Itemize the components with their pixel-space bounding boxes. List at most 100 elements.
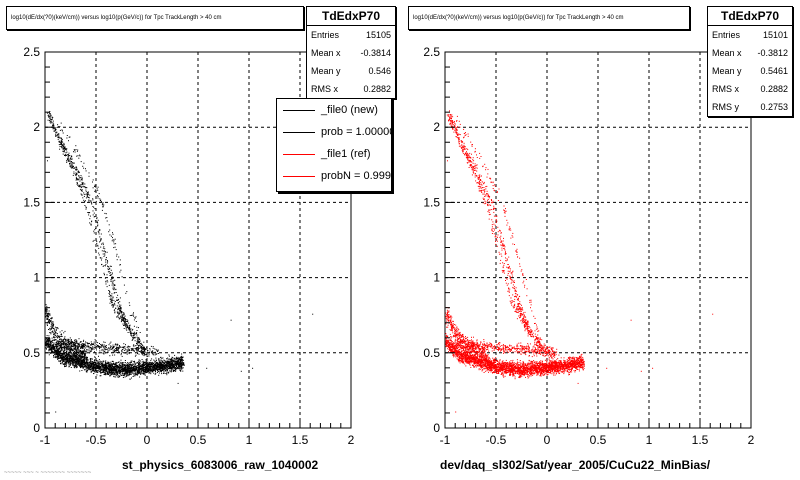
left-data-point bbox=[57, 133, 59, 135]
left-data-point bbox=[121, 365, 123, 367]
left-data-point bbox=[70, 342, 72, 343]
left-data-point bbox=[138, 373, 140, 374]
left-data-point bbox=[99, 363, 101, 365]
left-data-point bbox=[163, 373, 165, 374]
left-data-point bbox=[135, 364, 137, 366]
left-data-point bbox=[114, 368, 116, 370]
left-data-point bbox=[176, 356, 177, 358]
left-data-point bbox=[133, 368, 135, 370]
left-data-point bbox=[85, 362, 87, 364]
left-data-point bbox=[140, 374, 142, 375]
left-data-point bbox=[151, 361, 153, 363]
left-data-point bbox=[132, 337, 134, 339]
left-data-point bbox=[113, 374, 115, 376]
left-data-point bbox=[77, 358, 79, 360]
left-data-point bbox=[88, 365, 90, 367]
left-data-point bbox=[68, 341, 70, 343]
left-data-point bbox=[182, 359, 184, 361]
left-data-point bbox=[59, 347, 61, 349]
left-data-point bbox=[79, 350, 81, 352]
left-data-point bbox=[102, 367, 104, 369]
left-data-point bbox=[139, 363, 141, 365]
left-data-point bbox=[119, 368, 121, 370]
left-data-point bbox=[93, 341, 95, 343]
left-data-point bbox=[102, 206, 104, 208]
left-data-point bbox=[175, 363, 177, 365]
left-data-point bbox=[66, 148, 68, 150]
left-data-point bbox=[72, 167, 74, 169]
left-data-point bbox=[181, 363, 183, 365]
left-data-point bbox=[47, 115, 49, 117]
left-data-point bbox=[162, 365, 163, 367]
left-data-point bbox=[144, 349, 146, 350]
left-data-point bbox=[129, 331, 131, 333]
left-data-point bbox=[88, 348, 90, 350]
left-data-point bbox=[107, 363, 109, 365]
left-data-point bbox=[47, 317, 49, 319]
left-data-point bbox=[136, 369, 138, 371]
left-data-point bbox=[180, 366, 182, 368]
left-data-point bbox=[83, 367, 84, 369]
left-data-point bbox=[114, 366, 116, 368]
left-data-point bbox=[99, 348, 101, 350]
left-data-point bbox=[105, 363, 107, 364]
left-data-point bbox=[179, 363, 180, 365]
left-data-point bbox=[74, 358, 76, 360]
left-data-point bbox=[49, 346, 51, 347]
left-data-point bbox=[88, 200, 90, 202]
left-data-point bbox=[50, 317, 52, 319]
left-data-point bbox=[181, 360, 183, 362]
left-data-point bbox=[168, 358, 170, 360]
left-data-point bbox=[97, 196, 99, 197]
left-data-point bbox=[129, 371, 131, 373]
left-data-point bbox=[147, 363, 149, 365]
left-data-point bbox=[131, 339, 133, 341]
left-data-point bbox=[121, 370, 123, 372]
left-data-point bbox=[130, 348, 132, 350]
left-data-point bbox=[82, 344, 83, 346]
left-data-point bbox=[134, 366, 136, 367]
left-data-point bbox=[176, 361, 178, 362]
left-data-point bbox=[103, 255, 105, 257]
left-data-point bbox=[52, 326, 54, 328]
left-data-point bbox=[71, 339, 72, 341]
left-data-point bbox=[139, 340, 141, 342]
left-data-point bbox=[109, 374, 111, 376]
left-data-point bbox=[114, 311, 116, 313]
left-data-point bbox=[152, 368, 154, 370]
left-data-point bbox=[96, 195, 98, 197]
left-data-point bbox=[60, 333, 62, 335]
left-data-point bbox=[182, 357, 183, 358]
left-data-point bbox=[70, 355, 72, 357]
left-data-point bbox=[84, 364, 86, 366]
left-data-point bbox=[122, 363, 124, 365]
left-data-point bbox=[59, 148, 61, 150]
left-data-point bbox=[144, 362, 146, 364]
left-data-point bbox=[87, 212, 89, 213]
left-data-point bbox=[99, 241, 100, 243]
left-data-point bbox=[58, 133, 60, 135]
left-data-point bbox=[113, 367, 115, 368]
left-data-point bbox=[157, 369, 159, 371]
left-data-point bbox=[83, 369, 85, 371]
left-data-point bbox=[73, 149, 75, 151]
left-data-point bbox=[145, 366, 147, 368]
left-data-point bbox=[145, 359, 147, 361]
left-data-point bbox=[119, 371, 121, 373]
left-data-point bbox=[150, 365, 152, 367]
left-data-point bbox=[179, 360, 181, 362]
left-data-point bbox=[108, 290, 110, 291]
left-data-point bbox=[165, 366, 167, 368]
left-data-point bbox=[75, 347, 77, 349]
left-data-point bbox=[48, 349, 50, 351]
left-data-point bbox=[169, 358, 171, 360]
left-data-point bbox=[97, 342, 99, 344]
left-data-point bbox=[53, 346, 55, 348]
left-data-point bbox=[118, 316, 120, 318]
left-data-point bbox=[69, 342, 71, 344]
left-data-point bbox=[76, 178, 78, 180]
left-data-point bbox=[62, 144, 64, 146]
left-data-point bbox=[107, 281, 109, 283]
left-data-point bbox=[70, 158, 72, 160]
left-data-point bbox=[64, 363, 66, 364]
